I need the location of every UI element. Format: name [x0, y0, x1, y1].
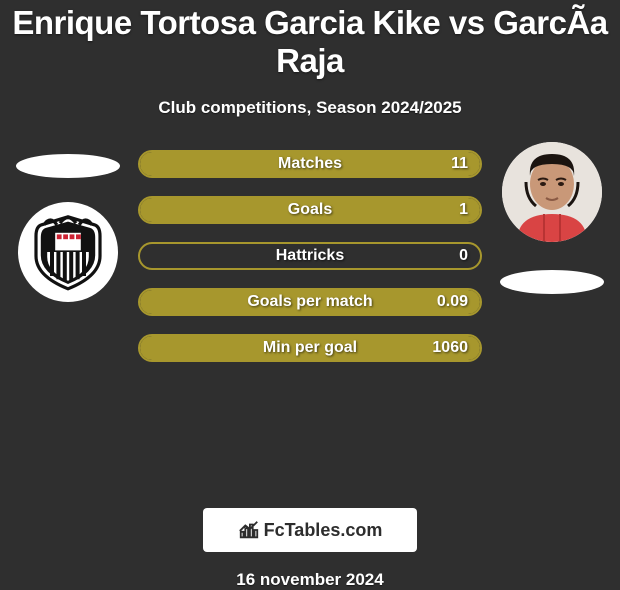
player-photo-icon	[502, 142, 602, 242]
stat-right-value: 1060	[432, 339, 468, 357]
stat-bar: Goals per match0.09	[138, 288, 482, 316]
player-left-column	[8, 150, 128, 302]
stat-right-value: 11	[451, 155, 468, 173]
stat-right-value: 0.09	[437, 293, 468, 311]
stat-label: Hattricks	[140, 247, 480, 265]
stat-label: Min per goal	[140, 339, 480, 357]
bar-chart-icon	[238, 519, 260, 541]
date-text: 16 november 2024	[0, 570, 620, 590]
stat-bar: Min per goal1060	[138, 334, 482, 362]
stat-label: Goals	[140, 201, 480, 219]
stat-label: Matches	[140, 155, 480, 173]
stat-right-value: 0	[459, 247, 468, 265]
stat-right-value: 1	[459, 201, 468, 219]
player-right-photo	[502, 142, 602, 242]
stat-bar: Goals1	[138, 196, 482, 224]
player-left-club-crest	[18, 202, 118, 302]
stat-bar: Matches11	[138, 150, 482, 178]
comparison-content: Matches11 Goals1 Hattricks0 Goals per match…	[0, 150, 620, 490]
branding-box: FcTables.com	[203, 508, 417, 552]
player-right-placeholder-ellipse	[500, 270, 604, 294]
stat-label: Goals per match	[140, 293, 480, 311]
player-right-column	[492, 142, 612, 294]
page-title: Enrique Tortosa Garcia Kike vs GarcÃa Ra…	[0, 0, 620, 80]
player-left-placeholder-ellipse	[16, 154, 120, 178]
subtitle: Club competitions, Season 2024/2025	[0, 98, 620, 118]
stat-bar: Hattricks0	[138, 242, 482, 270]
stat-bars: Matches11 Goals1 Hattricks0 Goals per match…	[138, 150, 482, 362]
club-crest-icon	[28, 212, 108, 292]
branding-text: FcTables.com	[264, 520, 383, 541]
